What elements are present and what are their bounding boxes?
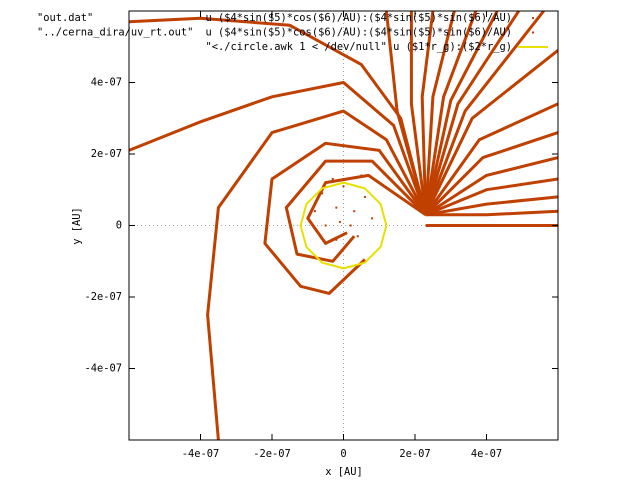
data-point (353, 210, 356, 213)
y-tick-label: -2e-07 (84, 291, 122, 303)
data-line (424, 11, 499, 216)
data-line (299, 181, 388, 270)
x-tick-label: 2e-07 (399, 448, 430, 460)
x-tick-label: -4e-07 (182, 448, 220, 460)
data-line (424, 11, 545, 216)
data-point (321, 192, 324, 195)
x-axis-label: x [AU] (325, 466, 363, 478)
data-line (284, 159, 427, 263)
data-line (420, 11, 435, 215)
y-tick-label: 0 (116, 220, 122, 232)
data-line (424, 11, 456, 215)
data-line (424, 102, 558, 216)
y-tick-label: 2e-07 (91, 148, 122, 160)
legend-source: "out.dat" (37, 12, 93, 24)
data-point (324, 224, 327, 227)
data-point (360, 174, 363, 177)
legend-label: "<./circle.awk 1 < /dev/null" u ($1*r_g)… (205, 41, 512, 53)
data-point (371, 217, 374, 220)
data-line (425, 195, 558, 217)
data-line (424, 11, 478, 216)
legend-swatch (532, 31, 534, 34)
data-line (424, 131, 558, 216)
data-line (425, 209, 558, 217)
data-point (335, 238, 338, 241)
data-line (129, 16, 428, 216)
data-point (363, 195, 366, 198)
y-tick-label: 4e-07 (91, 77, 122, 89)
data-line (425, 177, 558, 217)
data-line (424, 49, 558, 216)
data-point (331, 178, 334, 181)
legend-swatch (532, 17, 534, 19)
data-point (349, 224, 352, 227)
data-point (335, 206, 338, 209)
data-line (424, 11, 520, 216)
data-line (424, 156, 558, 217)
data-point (313, 210, 316, 213)
data-line (409, 11, 428, 215)
data-point (356, 235, 359, 238)
data-point (338, 220, 341, 223)
x-tick-label: 4e-07 (471, 448, 502, 460)
data-line (129, 81, 428, 216)
x-tick-label: 0 (340, 448, 346, 460)
data-line (206, 109, 428, 440)
data-point (378, 181, 381, 184)
data-point (342, 185, 345, 188)
data-line (306, 173, 427, 245)
legend-label: u ($4*sin($5)*cos($6)/AU):($4*sin($5)*si… (205, 12, 512, 24)
y-axis-label: y [AU] (71, 207, 83, 245)
x-tick-label: -2e-07 (253, 448, 291, 460)
legend-label: u ($4*sin($5)*cos($6)/AU):($4*sin($5)*si… (205, 27, 512, 39)
legend-source: "../cerna_dira/uv_rt.out" (37, 27, 193, 39)
data-line (263, 141, 427, 295)
y-tick-label: -4e-07 (84, 363, 122, 375)
